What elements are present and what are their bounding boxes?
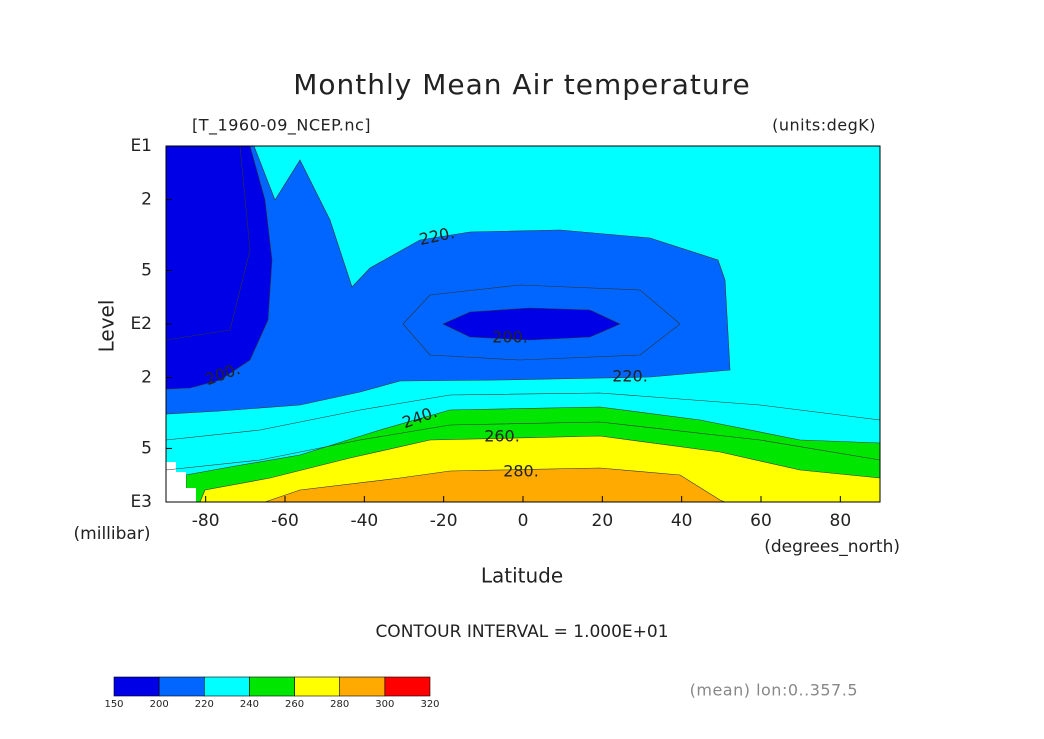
contour-band — [442, 307, 621, 341]
x-tick-label: -40 — [350, 511, 378, 531]
y-tick-label: 5 — [141, 260, 152, 280]
x-tick-label: -20 — [430, 511, 458, 531]
x-tick-label: -80 — [192, 511, 220, 531]
contour-label: 280. — [503, 462, 539, 481]
colorbar-label: 280 — [330, 699, 349, 710]
colorbar-label: 150 — [104, 699, 123, 710]
x-axis-title: Latitude — [481, 564, 563, 588]
contour-band — [165, 145, 273, 390]
y-tick-label: 2 — [141, 190, 152, 210]
colorbar-box — [294, 676, 341, 697]
colorbar-label: 260 — [285, 699, 304, 710]
contour-line — [165, 392, 881, 441]
contour-label: 220. — [612, 367, 648, 386]
annotation: (mean) lon:0..357.5 — [690, 681, 858, 700]
y-units: (millibar) — [74, 524, 151, 544]
x-tick-label: 0 — [518, 511, 529, 531]
colorbar-box — [384, 676, 431, 697]
contour-band — [165, 145, 731, 415]
colorbar-label: 240 — [240, 699, 259, 710]
missing-data — [166, 462, 196, 502]
x-tick-label: 80 — [830, 511, 852, 531]
x-units: (degrees_north) — [764, 537, 900, 557]
colorbar-box — [203, 676, 250, 697]
y-tick-label: E2 — [130, 314, 152, 334]
colorbar-box — [158, 676, 205, 697]
y-tick-label: 2 — [141, 368, 152, 388]
contour-label: 200. — [492, 328, 528, 347]
chart-title: Monthly Mean Air temperature — [293, 68, 751, 101]
contour-label: 260. — [484, 427, 520, 446]
colorbar-label: 220 — [195, 699, 214, 710]
colorbar-box — [249, 676, 295, 697]
x-tick-label: -60 — [271, 511, 299, 531]
contour-line — [402, 284, 681, 361]
contour-band — [264, 467, 726, 503]
footnote: CONTOUR INTERVAL = 1.000E+01 — [375, 622, 668, 642]
colorbar-box — [339, 676, 386, 697]
colorbar-label: 300 — [375, 699, 394, 710]
colorbar-label: 200 — [150, 699, 169, 710]
subtitle: [T_1960-09_NCEP.nc] — [192, 116, 371, 136]
contour-line — [165, 421, 881, 471]
y-tick-label: 5 — [141, 438, 152, 458]
y-tick-label: E1 — [130, 136, 152, 156]
units: (units:degK) — [772, 116, 876, 135]
colorbar-box — [113, 676, 160, 697]
x-tick-label: 20 — [592, 511, 614, 531]
x-tick-label: 40 — [671, 511, 693, 531]
y-axis-title: Level — [95, 300, 119, 353]
colorbar-label: 320 — [420, 699, 439, 710]
y-tick-label: E3 — [130, 492, 152, 512]
x-tick-label: 60 — [750, 511, 772, 531]
